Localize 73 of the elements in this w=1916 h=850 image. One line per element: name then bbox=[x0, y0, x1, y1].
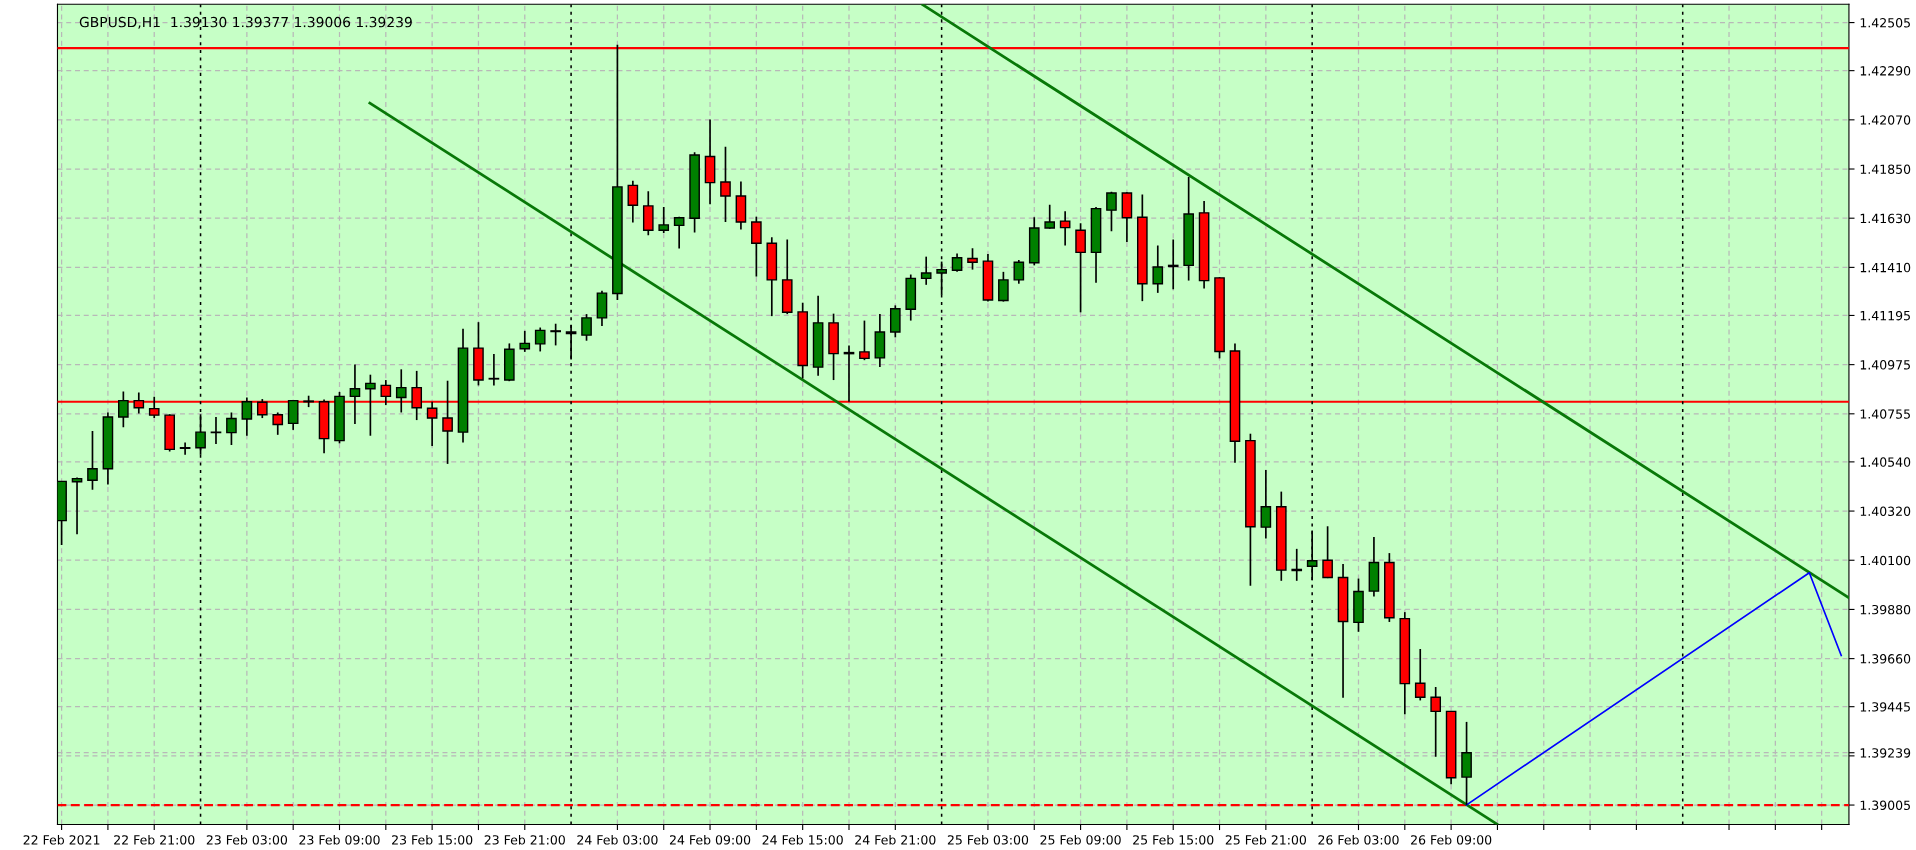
candlestick bbox=[673, 215, 685, 250]
candlestick bbox=[720, 145, 731, 223]
candlestick bbox=[920, 255, 932, 286]
candlestick bbox=[488, 353, 500, 387]
candlestick bbox=[627, 180, 639, 224]
x-tick-label: 23 Feb 09:00 bbox=[299, 834, 380, 845]
candlestick bbox=[1075, 222, 1086, 314]
text: GBPUSD,H1 1.39130 1.39377 1.39006 1.39239 bbox=[79, 16, 412, 29]
x-tick-label: 22 Feb 21:00 bbox=[114, 834, 195, 845]
candlestick bbox=[210, 416, 222, 445]
candlestick bbox=[1306, 529, 1318, 582]
candlestick bbox=[581, 313, 592, 342]
y-tick-label: 1.40100 bbox=[1860, 555, 1911, 566]
candlestick bbox=[118, 390, 129, 429]
x-tick-label: 23 Feb 15:00 bbox=[392, 834, 473, 845]
y-tick-label: 1.41850 bbox=[1860, 164, 1911, 174]
y-tick-label: 1.42290 bbox=[1860, 66, 1911, 76]
candlestick bbox=[751, 215, 762, 278]
y-tick-label: 1.39005 bbox=[1860, 800, 1910, 810]
y-tick-label: 1.42505 bbox=[1860, 18, 1910, 28]
candlestick bbox=[998, 271, 1009, 303]
candlestick bbox=[365, 373, 376, 437]
x-tick-label: 24 Feb 09:00 bbox=[669, 834, 751, 845]
candlestick bbox=[658, 206, 670, 234]
candlestick bbox=[1260, 469, 1272, 540]
candlestick bbox=[565, 324, 577, 361]
candlestick bbox=[1059, 210, 1071, 247]
candlestick bbox=[859, 319, 870, 361]
x-tick-label: 24 Feb 03:00 bbox=[577, 834, 658, 845]
y-tick-label: 1.41410 bbox=[1860, 262, 1911, 273]
y-tick-label: 1.42070 bbox=[1860, 115, 1911, 125]
candlestick bbox=[889, 304, 901, 339]
y-tick-label: 1.40975 bbox=[1860, 360, 1910, 370]
candlestick bbox=[1322, 525, 1333, 579]
x-tick-label: 22 Feb 2021 bbox=[23, 834, 100, 845]
y-tick-label: 1.40540 bbox=[1860, 457, 1911, 467]
x-tick-label: 26 Feb 03:00 bbox=[1318, 834, 1399, 845]
x-tick-label: 24 Feb 15:00 bbox=[762, 834, 843, 845]
candlestick bbox=[395, 368, 407, 414]
x-tick-label: 26 Feb 09:00 bbox=[1411, 834, 1492, 845]
candlestick bbox=[1430, 686, 1442, 758]
y-tick-label: 1.39660 bbox=[1860, 654, 1911, 664]
candlestick bbox=[287, 399, 299, 431]
candlestick bbox=[967, 247, 978, 271]
candlestick bbox=[550, 322, 561, 347]
y-tick-label: 1.41630 bbox=[1860, 213, 1911, 224]
candlestick bbox=[241, 396, 253, 437]
y-tick-label: 1.39445 bbox=[1860, 702, 1910, 712]
x-tick-label: 23 Feb 03:00 bbox=[206, 834, 288, 845]
candlestick bbox=[87, 430, 98, 491]
x-tick-label: 25 Feb 15:00 bbox=[1133, 834, 1214, 845]
candlestick bbox=[1106, 190, 1117, 233]
x-tick-label: 23 Feb 21:00 bbox=[484, 834, 565, 845]
x-tick-label: 24 Feb 21:00 bbox=[855, 834, 936, 845]
candlestick bbox=[519, 330, 531, 353]
candlestick bbox=[179, 441, 191, 456]
candlestick bbox=[1044, 203, 1056, 230]
y-tick-label: 1.41195 bbox=[1860, 310, 1910, 321]
candlestick bbox=[272, 411, 284, 436]
candlestick bbox=[349, 363, 361, 425]
candlestick bbox=[1152, 244, 1164, 294]
x-tick-label: 25 Feb 09:00 bbox=[1040, 834, 1121, 845]
y-tick-label: 1.39880 bbox=[1860, 604, 1911, 615]
candlestick bbox=[951, 252, 963, 273]
y-tick-label: 1.40755 bbox=[1860, 409, 1910, 419]
candlestick bbox=[1013, 259, 1025, 285]
x-tick-label: 25 Feb 21:00 bbox=[1225, 834, 1307, 845]
candlestick bbox=[534, 326, 546, 353]
x-tick-label: 25 Feb 03:00 bbox=[947, 834, 1029, 845]
y-tick-label: 1.39239 bbox=[1860, 748, 1911, 758]
candlestick bbox=[226, 411, 237, 446]
y-tick-label: 1.40320 bbox=[1860, 506, 1911, 516]
candlestick bbox=[1414, 648, 1426, 702]
